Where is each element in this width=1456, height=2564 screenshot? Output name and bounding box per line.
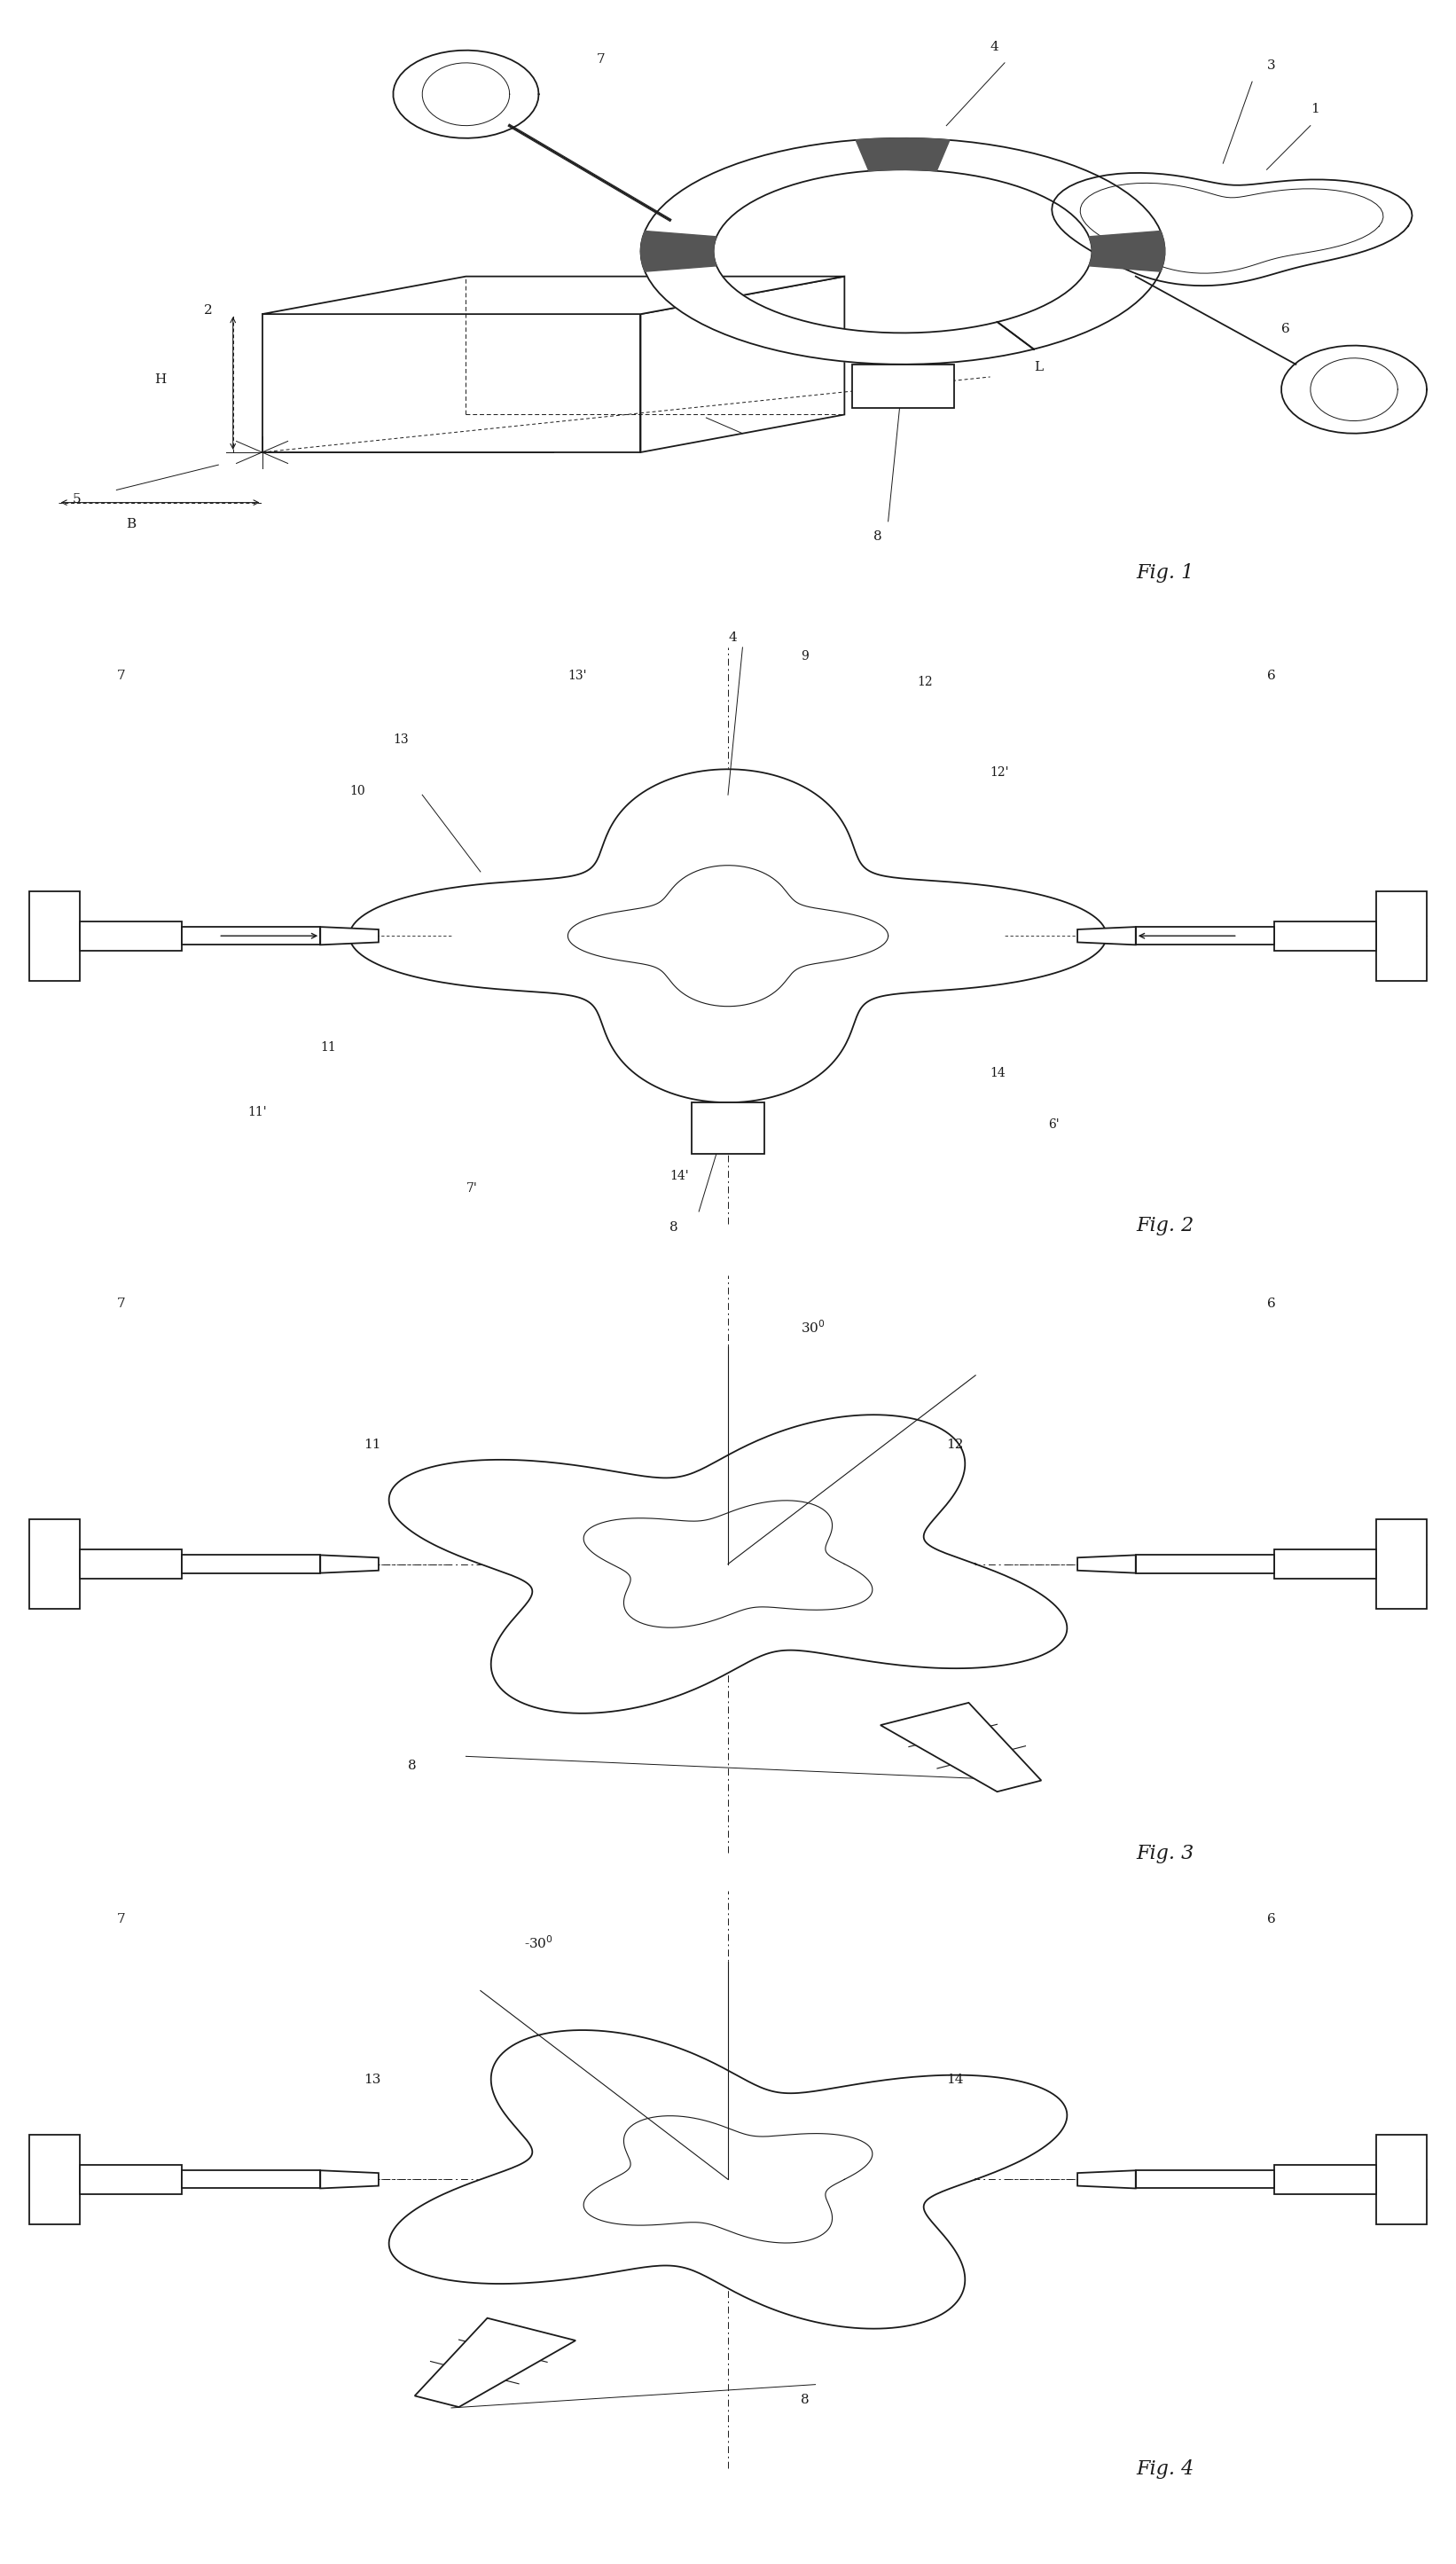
Polygon shape xyxy=(80,920,182,951)
Polygon shape xyxy=(389,2031,1067,2328)
Text: 6': 6' xyxy=(1048,1118,1060,1131)
Polygon shape xyxy=(320,928,379,944)
Text: 7: 7 xyxy=(116,1913,125,1926)
Polygon shape xyxy=(1136,2169,1274,2187)
Polygon shape xyxy=(1274,1549,1376,1579)
Text: 4: 4 xyxy=(990,41,999,54)
Polygon shape xyxy=(852,364,954,408)
Text: H: H xyxy=(154,374,166,385)
Polygon shape xyxy=(80,2164,182,2195)
Polygon shape xyxy=(182,1554,320,1572)
Polygon shape xyxy=(1077,1554,1136,1572)
Polygon shape xyxy=(1274,2164,1376,2195)
Text: 8: 8 xyxy=(801,2395,810,2408)
Polygon shape xyxy=(1274,920,1376,951)
Polygon shape xyxy=(393,51,539,138)
Polygon shape xyxy=(1376,2133,1427,2223)
Polygon shape xyxy=(1136,1554,1274,1572)
Polygon shape xyxy=(1077,2169,1136,2187)
Text: 14': 14' xyxy=(670,1169,689,1182)
Text: 8: 8 xyxy=(670,1220,678,1233)
Polygon shape xyxy=(182,2169,320,2187)
Polygon shape xyxy=(641,231,716,272)
Text: Fig. 1: Fig. 1 xyxy=(1136,564,1194,582)
Polygon shape xyxy=(856,138,949,172)
Polygon shape xyxy=(29,890,80,979)
Text: 2: 2 xyxy=(204,305,213,318)
Polygon shape xyxy=(1136,928,1274,944)
Text: 7: 7 xyxy=(116,1297,125,1310)
Text: 11: 11 xyxy=(364,1438,381,1451)
Text: 7: 7 xyxy=(116,669,125,682)
Text: 7: 7 xyxy=(597,54,606,67)
Polygon shape xyxy=(415,2318,575,2408)
Polygon shape xyxy=(80,1549,182,1579)
Text: Fig. 4: Fig. 4 xyxy=(1136,2459,1194,2479)
Polygon shape xyxy=(349,769,1107,1103)
Text: 6: 6 xyxy=(1267,669,1275,682)
Polygon shape xyxy=(29,2133,80,2223)
Text: 7': 7' xyxy=(466,1182,478,1195)
Polygon shape xyxy=(881,1702,1041,1792)
Text: 14: 14 xyxy=(946,2074,964,2087)
Text: -30$^0$: -30$^0$ xyxy=(524,1936,553,1951)
Polygon shape xyxy=(320,2169,379,2187)
Text: Fig. 3: Fig. 3 xyxy=(1136,1844,1194,1864)
Text: 13': 13' xyxy=(568,669,587,682)
Text: 6: 6 xyxy=(1267,1913,1275,1926)
Polygon shape xyxy=(29,1518,80,1610)
Text: Fig. 2: Fig. 2 xyxy=(1136,1215,1194,1236)
Text: 12: 12 xyxy=(946,1438,964,1451)
Text: 10: 10 xyxy=(349,785,365,797)
Text: 6: 6 xyxy=(1281,323,1290,336)
Text: L: L xyxy=(1034,362,1042,374)
Polygon shape xyxy=(182,928,320,944)
Text: 12: 12 xyxy=(917,677,933,690)
Text: 13: 13 xyxy=(393,733,409,746)
Polygon shape xyxy=(1376,1518,1427,1610)
Text: 1: 1 xyxy=(1310,103,1319,115)
Text: 3: 3 xyxy=(1267,59,1275,72)
Polygon shape xyxy=(1376,890,1427,979)
Text: 11': 11' xyxy=(248,1105,266,1118)
Text: 6: 6 xyxy=(1267,1297,1275,1310)
Text: 9: 9 xyxy=(801,651,808,664)
Polygon shape xyxy=(1089,231,1165,272)
Polygon shape xyxy=(320,1554,379,1572)
Text: B: B xyxy=(127,518,135,531)
Polygon shape xyxy=(1077,928,1136,944)
Text: 4: 4 xyxy=(728,631,737,644)
Text: 11: 11 xyxy=(320,1041,336,1054)
Text: 12': 12' xyxy=(990,767,1009,779)
Polygon shape xyxy=(262,313,641,451)
Polygon shape xyxy=(641,277,844,451)
Text: 13: 13 xyxy=(364,2074,381,2087)
Polygon shape xyxy=(641,138,1165,364)
Polygon shape xyxy=(389,1415,1067,1713)
Text: 14: 14 xyxy=(990,1067,1006,1079)
Text: 8: 8 xyxy=(874,531,882,544)
Polygon shape xyxy=(1281,346,1427,433)
Text: 30$^0$: 30$^0$ xyxy=(801,1320,826,1336)
Text: 5: 5 xyxy=(73,492,82,505)
Polygon shape xyxy=(1051,172,1412,285)
Polygon shape xyxy=(262,277,844,313)
Polygon shape xyxy=(692,1103,764,1154)
Text: 8: 8 xyxy=(408,1759,416,1772)
